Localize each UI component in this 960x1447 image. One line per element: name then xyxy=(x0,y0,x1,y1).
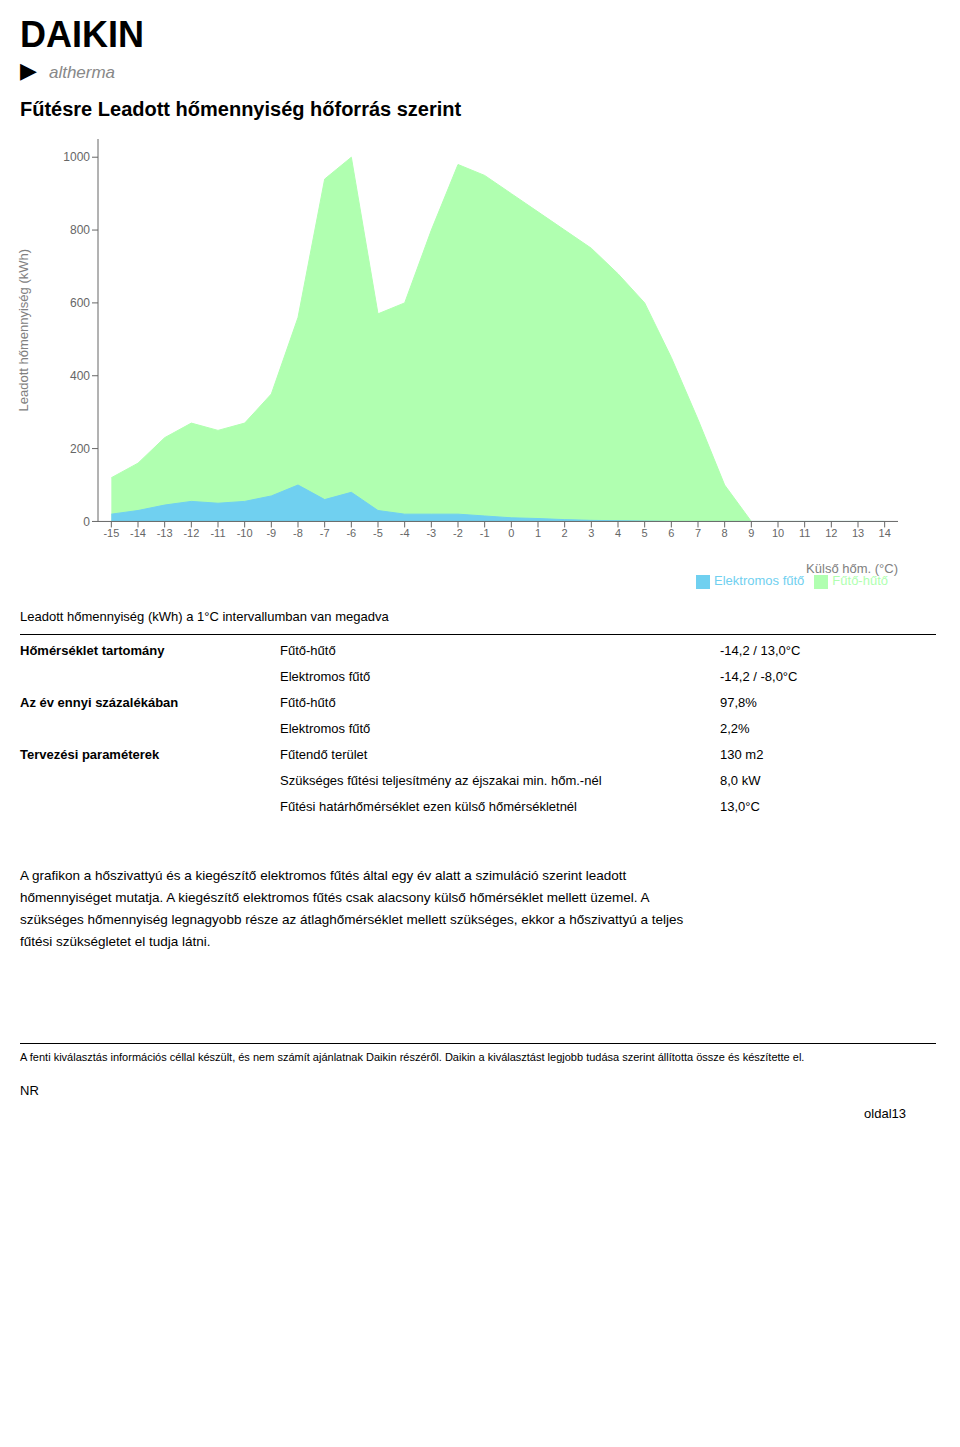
html-text:oldal13: oldal13 xyxy=(864,1106,906,1121)
svg-text:-7: -7 xyxy=(320,527,330,539)
html-text:2,2%: 2,2% xyxy=(720,721,750,736)
html-text:Fűtő-hűtő: Fűtő-hűtő xyxy=(280,643,336,658)
svg-text:4: 4 xyxy=(615,527,621,539)
svg-text:400: 400 xyxy=(70,369,90,383)
svg-text:0: 0 xyxy=(508,527,514,539)
svg-text:-15: -15 xyxy=(103,527,119,539)
svg-text:-9: -9 xyxy=(266,527,276,539)
svg-text:-11: -11 xyxy=(210,527,225,539)
svg-text:5: 5 xyxy=(642,527,648,539)
html-text:-14,2 / -8,0°C: -14,2 / -8,0°C xyxy=(720,669,798,684)
svg-text:3: 3 xyxy=(588,527,594,539)
svg-text:-4: -4 xyxy=(400,527,410,539)
svg-text:200: 200 xyxy=(70,442,90,456)
svg-text:12: 12 xyxy=(825,527,837,539)
html-text:Fűtő-hűtő: Fűtő-hűtő xyxy=(280,695,336,710)
html-text:NR: NR xyxy=(20,1083,39,1098)
svg-text:-3: -3 xyxy=(426,527,436,539)
html-text:97,8%: 97,8% xyxy=(720,695,757,710)
html-text:A fenti kiválasztás információ: A fenti kiválasztás információs céllal k… xyxy=(20,1051,805,1063)
svg-text:6: 6 xyxy=(668,527,674,539)
html-text:Elektromos fűtő: Elektromos fűtő xyxy=(280,669,371,684)
html-text:Az év ennyi százalékában: Az év ennyi százalékában xyxy=(20,695,179,710)
svg-text:Külső hőm. (°C): Külső hőm. (°C) xyxy=(806,561,898,576)
svg-text:Leadott hőmennyiség (kWh): Leadott hőmennyiség (kWh) xyxy=(16,249,31,412)
svg-text:-10: -10 xyxy=(237,527,253,539)
html-text:Fűtendő terület: Fűtendő terület xyxy=(280,747,368,762)
html-text:Tervezési paraméterek: Tervezési paraméterek xyxy=(20,747,160,762)
html-text:8,0 kW: 8,0 kW xyxy=(720,773,761,788)
svg-text:-14: -14 xyxy=(130,527,146,539)
svg-text:0: 0 xyxy=(83,515,90,529)
html-text:altherma: altherma xyxy=(48,63,116,82)
html-text:Elektromos fűtő: Elektromos fűtő xyxy=(714,573,805,589)
svg-text:-5: -5 xyxy=(373,527,383,539)
svg-text:13: 13 xyxy=(852,527,864,539)
html-text:Fűtési határhőmérséklet ezen k: Fűtési határhőmérséklet ezen külső hőmér… xyxy=(280,799,577,814)
svg-text:600: 600 xyxy=(70,296,90,310)
svg-text:9: 9 xyxy=(748,527,754,539)
html-text:A grafikon a hőszivattyú és a: A grafikon a hőszivattyú és a kiegészítő… xyxy=(20,868,627,883)
svg-text:7: 7 xyxy=(695,527,701,539)
html-text:-14,2 / 13,0°C: -14,2 / 13,0°C xyxy=(720,643,801,658)
svg-text:1000: 1000 xyxy=(63,150,90,164)
html-text:Fűtésre Leadott hőmennyiség hő: Fűtésre Leadott hőmennyiség hőforrás sze… xyxy=(20,98,462,120)
html-text:13,0°C: 13,0°C xyxy=(720,799,760,814)
svg-text:2: 2 xyxy=(562,527,568,539)
svg-text:10: 10 xyxy=(772,527,784,539)
html-text:DAIKIN: DAIKIN xyxy=(20,14,144,55)
html-text:hőmennyiséget mutatja. A kiegé: hőmennyiséget mutatja. A kiegészítő elek… xyxy=(20,890,650,905)
svg-text:1: 1 xyxy=(535,527,541,539)
svg-text:-13: -13 xyxy=(157,527,173,539)
svg-text:14: 14 xyxy=(879,527,891,539)
svg-text:-2: -2 xyxy=(453,527,463,539)
html-text:Leadott hőmennyiség (kWh) a 1°: Leadott hőmennyiség (kWh) a 1°C interval… xyxy=(20,609,389,624)
svg-text:-12: -12 xyxy=(183,527,199,539)
html-text:130 m2: 130 m2 xyxy=(720,747,764,762)
html-text:Fűtő-hűtő: Fűtő-hűtő xyxy=(832,573,888,589)
svg-text:800: 800 xyxy=(70,223,90,237)
html-text:szükséges hőmennyiség legnagyo: szükséges hőmennyiség legnagyobb része a… xyxy=(20,912,684,927)
svg-text:8: 8 xyxy=(722,527,728,539)
html-text:Szükséges fűtési teljesítmény: Szükséges fűtési teljesítmény az éjszaka… xyxy=(280,773,602,788)
svg-text:-6: -6 xyxy=(346,527,356,539)
svg-text:11: 11 xyxy=(799,527,810,539)
svg-text:-8: -8 xyxy=(293,527,303,539)
svg-text:-1: -1 xyxy=(480,527,490,539)
html-text:Hőmérséklet tartomány: Hőmérséklet tartomány xyxy=(20,643,165,658)
html-text:fűtési szükségletet el tudja l: fűtési szükségletet el tudja látni. xyxy=(20,934,211,949)
html-text:Elektromos fűtő: Elektromos fűtő xyxy=(280,721,371,736)
